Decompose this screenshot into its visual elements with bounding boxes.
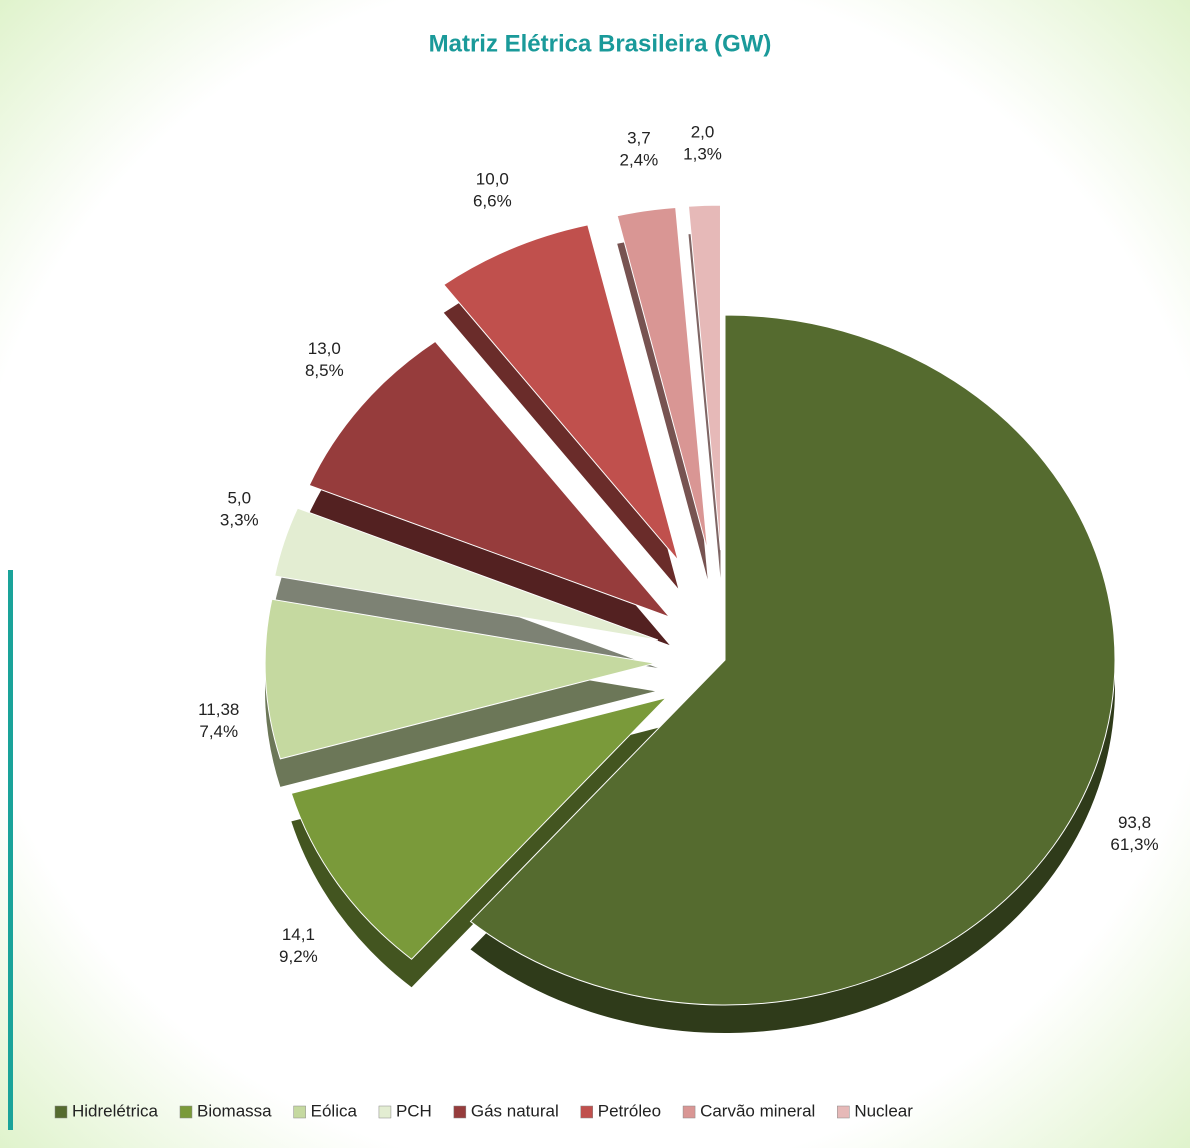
percent-label: 61,3%	[1110, 835, 1158, 854]
slice	[264, 598, 656, 760]
legend-label: Gás natural	[471, 1101, 559, 1120]
value-label: 13,0	[308, 339, 341, 358]
percent-label: 6,6%	[473, 191, 512, 210]
legend-label: PCH	[396, 1101, 432, 1120]
chart-title: Matriz Elétrica Brasileira (GW)	[429, 30, 772, 57]
percent-label: 7,4%	[199, 722, 238, 741]
value-label: 5,0	[227, 488, 251, 507]
value-label: 3,7	[627, 128, 651, 147]
slice	[290, 696, 668, 960]
legend-swatch	[580, 1105, 593, 1119]
slice-side	[617, 235, 708, 580]
percent-label: 9,2%	[279, 947, 318, 966]
value-label: 11,38	[198, 700, 239, 719]
value-label: 2,0	[691, 123, 715, 142]
legend-swatch	[837, 1105, 850, 1119]
legend-label: Petróleo	[598, 1101, 661, 1120]
percent-label: 3,3%	[220, 510, 259, 529]
legend-swatch	[54, 1105, 68, 1119]
value-label: 93,8	[1118, 813, 1151, 832]
legend-label: Nuclear	[854, 1101, 913, 1120]
percent-label: 2,4%	[620, 150, 659, 169]
slice	[687, 204, 721, 551]
legend-label: Eólica	[311, 1101, 358, 1120]
slice	[469, 314, 1116, 1006]
accent-bar	[8, 570, 13, 1130]
percent-label: 1,3%	[683, 145, 722, 164]
legend-swatch	[453, 1105, 467, 1119]
slice	[308, 340, 672, 619]
legend-label: Hidrelétrica	[72, 1101, 159, 1120]
slice	[274, 507, 659, 641]
slice	[616, 207, 709, 552]
value-label: 14,1	[282, 925, 315, 944]
value-label: 10,0	[476, 169, 509, 188]
legend-label: Carvão mineral	[700, 1101, 815, 1120]
slice	[443, 224, 679, 561]
legend-label: Biomassa	[197, 1101, 272, 1120]
legend-swatch	[378, 1105, 392, 1119]
legend-swatch	[179, 1105, 193, 1119]
legend-swatch	[682, 1105, 696, 1119]
percent-label: 8,5%	[305, 361, 344, 380]
legend-swatch	[293, 1105, 306, 1119]
